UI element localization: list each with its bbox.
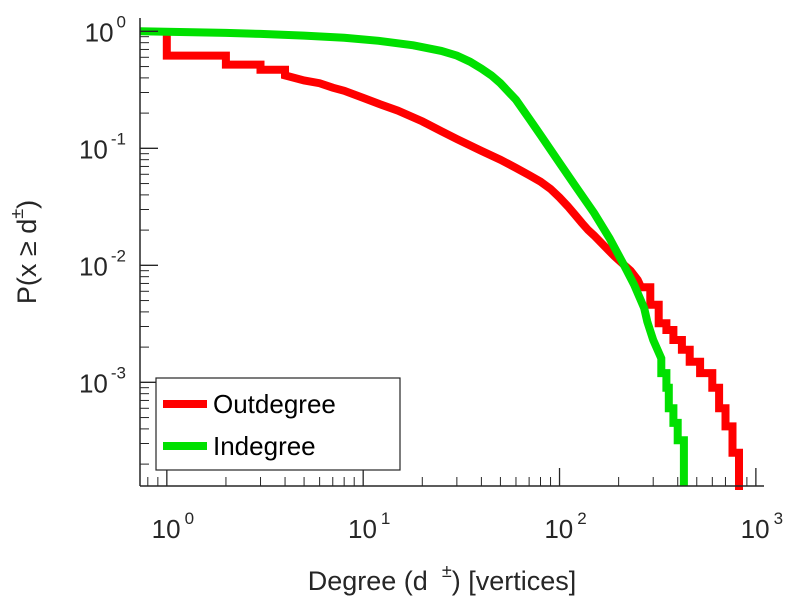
y-tick-base: 10 [79, 251, 108, 281]
x-tick-base: 10 [152, 514, 181, 544]
y-axis-title: P(x ≥ d±) [7, 200, 42, 304]
y-tick-label: 10 -2 [79, 246, 126, 281]
y-tick-label: 10 -3 [79, 363, 126, 398]
x-axis-title-rest: ) [vertices] [452, 566, 577, 596]
axes [139, 18, 764, 487]
series-line-outdegree [162, 33, 743, 490]
x-tick-base: 10 [544, 514, 573, 544]
series-line-indegree [139, 27, 688, 486]
y-tick-base: 10 [85, 17, 114, 47]
x-tick-exponent: 2 [577, 509, 586, 528]
y-tick-base: 10 [79, 368, 108, 398]
x-tick-label: 10 0 [152, 509, 194, 544]
x-axis-title-main: Degree (d [308, 566, 428, 596]
x-tick-exponent: 3 [774, 509, 783, 528]
legend: Outdegree Indegree [155, 377, 401, 471]
y-tick-base: 10 [79, 134, 108, 164]
y-tick-exponent: -1 [111, 129, 126, 148]
y-axis-title-main: P(x ≥ d [12, 219, 42, 304]
y-axis-title-rest: ) [12, 200, 42, 209]
x-tick-label: 10 2 [544, 509, 586, 544]
x-tick-label: 10 3 [741, 509, 783, 544]
y-tick-exponent: 0 [117, 12, 126, 31]
series-layer [139, 27, 743, 490]
x-axis-title-superscript: ± [442, 561, 452, 581]
x-tick-base: 10 [741, 514, 770, 544]
y-tick-label: 10 0 [85, 12, 126, 47]
x-tick-exponent: 0 [185, 509, 194, 528]
legend-label-outdegree: Outdegree [213, 389, 336, 419]
x-tick-label: 10 1 [348, 509, 390, 544]
major-ticks [140, 30, 757, 486]
legend-box [155, 377, 401, 471]
x-axis-title: Degree (d ±) [vertices] [308, 561, 577, 596]
x-tick-exponent: 1 [381, 509, 390, 528]
y-tick-exponent: -3 [111, 363, 126, 382]
y-tick-label: 10 -1 [79, 129, 126, 164]
y-axis-title-superscript: ± [7, 209, 27, 219]
x-tick-base: 10 [348, 514, 377, 544]
y-tick-exponent: -2 [111, 246, 126, 265]
tick-labels: 10 0 10 1 10 2 10 310 010 -110 -210 -3 [79, 12, 783, 544]
legend-label-indegree: Indegree [213, 431, 316, 461]
